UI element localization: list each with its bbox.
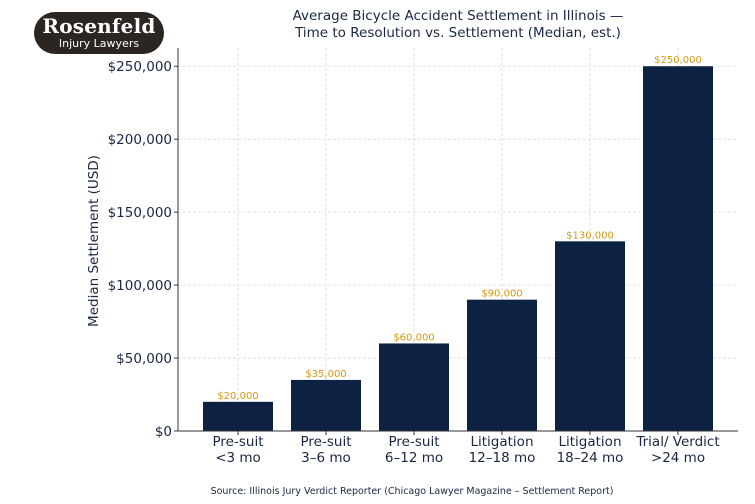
x-tick-label: Trial/ Verdict (635, 434, 719, 450)
x-tick-label: >24 mo (651, 450, 705, 466)
logo-brand: Rosenfeld (42, 14, 156, 38)
bars-group (203, 66, 713, 431)
source-note: Source: Illinois Jury Verdict Reporter (… (211, 486, 614, 497)
bar-value-label: $90,000 (481, 289, 522, 300)
bar (379, 343, 449, 431)
y-tick-label: $200,000 (108, 132, 172, 148)
x-tick-label: 18–24 mo (557, 450, 624, 466)
chart-title: Average Bicycle Accident Settlement in I… (293, 8, 624, 24)
bar-value-label: $250,000 (654, 55, 702, 66)
bar (203, 401, 273, 431)
y-tick-label: $250,000 (108, 59, 172, 75)
y-tick-label: $50,000 (116, 351, 172, 367)
y-tick-label: $100,000 (108, 278, 172, 294)
bar (291, 379, 361, 431)
bar-value-label: $60,000 (393, 332, 434, 343)
x-tick-label: Pre-suit (213, 434, 264, 450)
x-tick-label: Litigation (558, 434, 621, 450)
logo-tagline: Injury Lawyers (58, 37, 140, 50)
y-tick-label: $150,000 (108, 205, 172, 221)
chart-subtitle: Time to Resolution vs. Settlement (Media… (294, 25, 621, 41)
x-tick-label: Pre-suit (301, 434, 352, 450)
bar-value-label: $35,000 (305, 369, 346, 380)
x-tick-label: 6–12 mo (385, 450, 443, 466)
bar (643, 66, 713, 431)
bar (467, 299, 537, 431)
x-tick-label: <3 mo (215, 450, 261, 466)
x-tick-label: Litigation (470, 434, 533, 450)
y-tick-label: $0 (155, 424, 172, 440)
logo-badge: Rosenfeld Injury Lawyers (34, 12, 164, 54)
x-tick-label: 12–18 mo (469, 450, 536, 466)
bar-value-label: $130,000 (566, 230, 614, 241)
value-labels-group: $20,000 $35,000 $60,000 $90,000 $130,000 $250… (217, 55, 702, 402)
y-axis-label: Median Settlement (USD) (86, 155, 102, 327)
bar-value-label: $20,000 (217, 391, 258, 402)
x-tick-label: Pre-suit (389, 434, 440, 450)
bar (555, 241, 625, 431)
y-tick-labels: $0 $50,000 $100,000 $150,000 $200,000 $250,00… (108, 59, 178, 440)
x-tick-label: 3–6 mo (301, 450, 351, 466)
